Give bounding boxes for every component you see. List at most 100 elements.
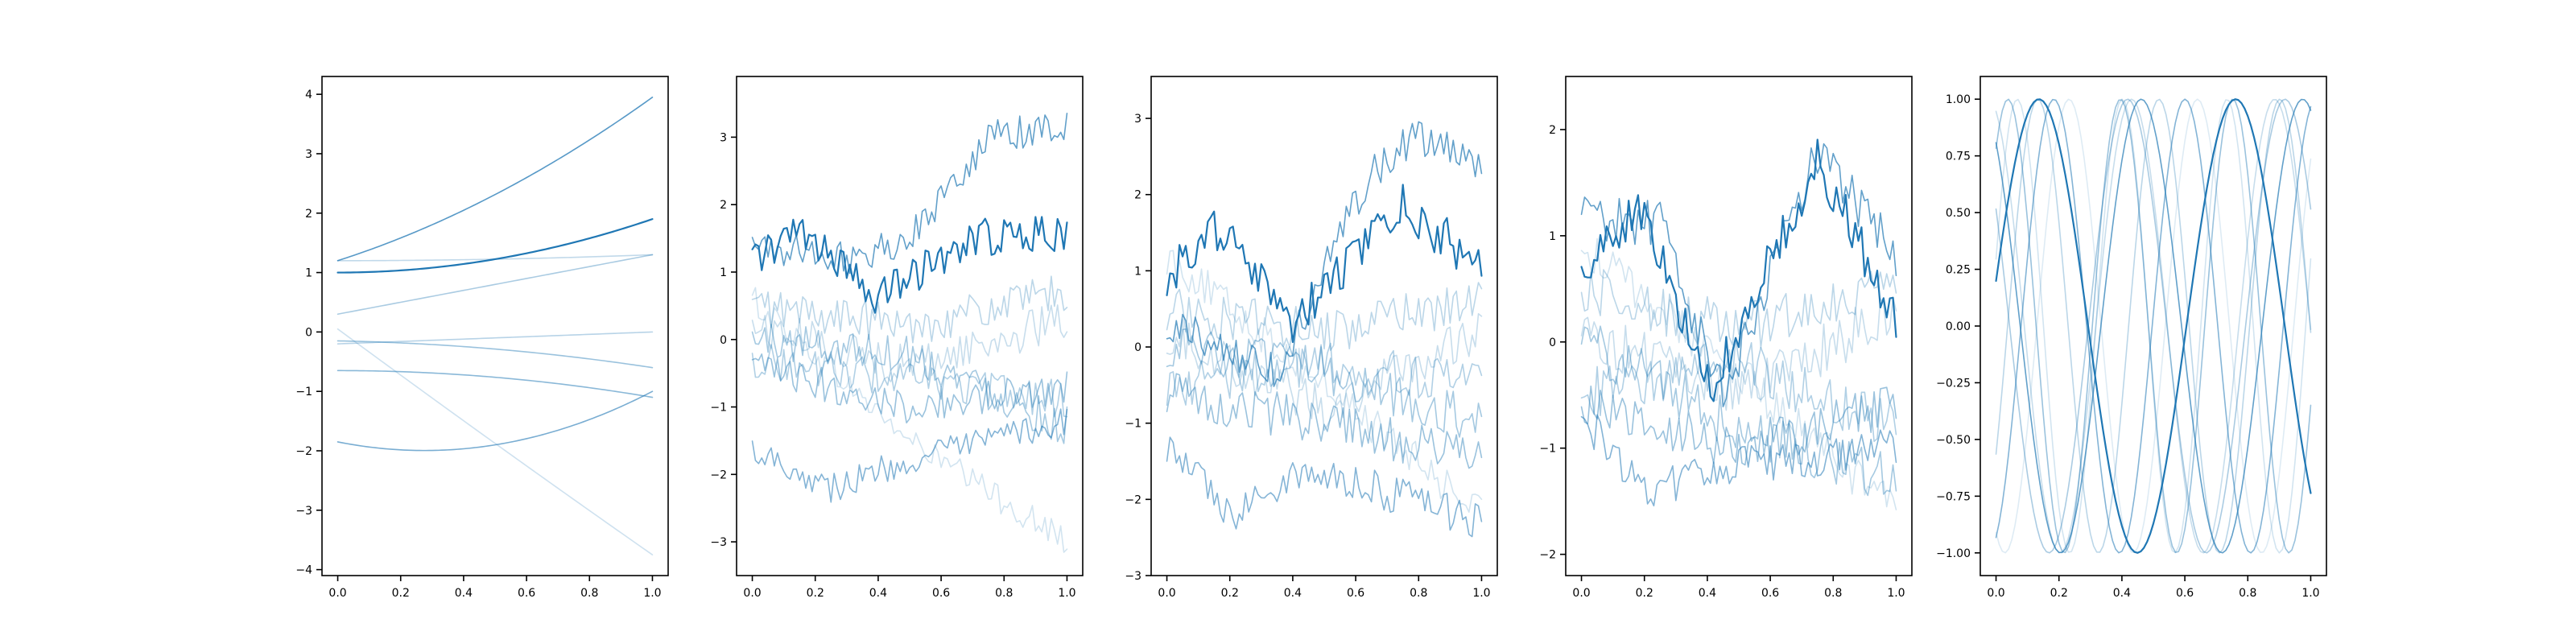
series-line-4 [1995,98,2312,554]
series-line-1 [751,287,1068,553]
y-tick-label: −1 [710,402,727,415]
series-line-9 [751,216,1068,314]
series-group [336,97,654,555]
x-tick-label: 0.8 [2239,587,2256,600]
y-tick-label: −2 [295,445,312,458]
y-tick-label: −2 [1539,549,1556,562]
x-tick-label: 0.8 [995,587,1013,600]
series-line-3 [751,275,1068,344]
x-tick-label: 0.2 [2050,587,2068,600]
x-tick-label: 0.0 [743,587,761,600]
x-tick-label: 0.4 [2113,587,2131,600]
y-tick-label: −3 [1125,570,1141,583]
x-tick-label: 0.2 [392,587,410,600]
y-tick-label: 0 [1549,336,1556,349]
series-line-9 [1580,138,1897,402]
chart-panel-4: 0.0 0.2 0.4 0.6 0.8 1.0 −2 −1 0 1 2 [1539,76,1913,600]
series-line-6 [1166,373,1483,469]
series-line-4 [336,254,654,316]
y-tick-label: −0.50 [1936,434,1971,447]
y-tick-label: 4 [305,89,312,101]
series-line-6 [1995,98,2312,554]
series-line-6 [751,353,1068,424]
series-line-1 [1995,98,2312,554]
y-tick-label: 0 [720,334,727,347]
x-tick-label: 0.6 [2176,587,2194,600]
series-line-4 [1166,342,1483,407]
x-tick-label: 1.0 [1472,587,1490,600]
y-tick-label: −3 [295,505,312,518]
y-tick-label: −3 [710,536,727,549]
x-tick-label: 1.0 [643,587,661,600]
y-tick-label: −2 [710,469,727,481]
series-line-5 [1995,98,2312,554]
x-tick-label: 0.6 [518,587,535,600]
series-line-9 [1995,98,2312,554]
series-line-7 [1166,436,1483,538]
y-tick-label: 1 [1549,230,1556,243]
y-tick-label: 0.75 [1946,151,1971,163]
series-line-5 [751,324,1068,444]
series-line-8 [336,97,654,262]
x-tick-label: 0.2 [1221,587,1239,600]
series-line-7 [336,390,654,452]
x-tick-label: 0.6 [932,587,950,600]
y-tick-label: 2 [720,199,727,212]
y-tick-label: 0.00 [1946,320,1971,333]
y-tick-label: 2 [1134,189,1141,202]
series-line-1 [1166,250,1483,513]
series-line-1 [1580,237,1897,511]
series-line-2 [1995,98,2312,554]
y-tick-label: 2 [1549,124,1556,137]
chart-panel-3: 0.0 0.2 0.4 0.6 0.8 1.0 −3 −2 −1 0 1 2 3 [1125,76,1498,600]
series-line-7 [1580,414,1897,507]
series-group [1166,121,1483,538]
axes-frame [736,76,1084,576]
series-line-3 [336,331,654,345]
y-tick-label: 1 [720,266,727,279]
series-line-4 [1580,337,1897,443]
series-line-8 [1580,142,1897,408]
x-tick-label: 1.0 [1058,587,1075,600]
y-tick-label: 2 [305,208,312,221]
series-line-1 [336,328,654,555]
axes-frame [321,76,669,576]
y-tick-label: −1 [1539,443,1556,456]
y-tick-label: 0.25 [1946,264,1971,277]
series-line-9 [336,218,654,274]
x-tick-label: 0.4 [1699,587,1716,600]
x-tick-label: 0.0 [1572,587,1590,600]
y-tick-label: 1.00 [1946,93,1971,106]
series-line-2 [1166,312,1483,431]
y-tick-label: −1 [295,386,312,398]
x-tick-label: 0.0 [1987,587,2004,600]
x-tick-label: 0.2 [1636,587,1653,600]
x-tick-label: 0.6 [1761,587,1779,600]
series-line-4 [751,344,1068,418]
y-tick-label: −1.00 [1936,547,1971,560]
y-tick-label: −2 [1125,493,1141,506]
y-tick-label: −4 [295,564,312,577]
y-tick-label: 3 [720,131,727,144]
series-line-8 [751,113,1068,275]
y-tick-label: −0.25 [1936,377,1971,390]
series-line-5 [336,340,654,369]
x-tick-label: 0.8 [1824,587,1842,600]
x-tick-label: 0.4 [1284,587,1302,600]
y-tick-label: 1 [1134,265,1141,278]
series-line-6 [336,369,654,398]
y-tick-label: 0.50 [1946,207,1971,220]
x-tick-label: 0.8 [580,587,598,600]
series-line-7 [1995,98,2312,554]
x-tick-label: 1.0 [2301,587,2319,600]
series-line-8 [1995,98,2312,554]
chart-panel-1: 0.0 0.2 0.4 0.6 0.8 1.0 −4 −3 −2 −1 0 1 2 3 4 [295,76,669,600]
x-tick-label: 0.6 [1347,587,1364,600]
series-line-6 [1580,385,1897,466]
series-line-9 [1166,184,1483,344]
y-tick-label: 3 [1134,113,1141,126]
series-line-5 [1166,328,1483,438]
axes-frame [1150,76,1498,576]
series-group [751,113,1068,553]
